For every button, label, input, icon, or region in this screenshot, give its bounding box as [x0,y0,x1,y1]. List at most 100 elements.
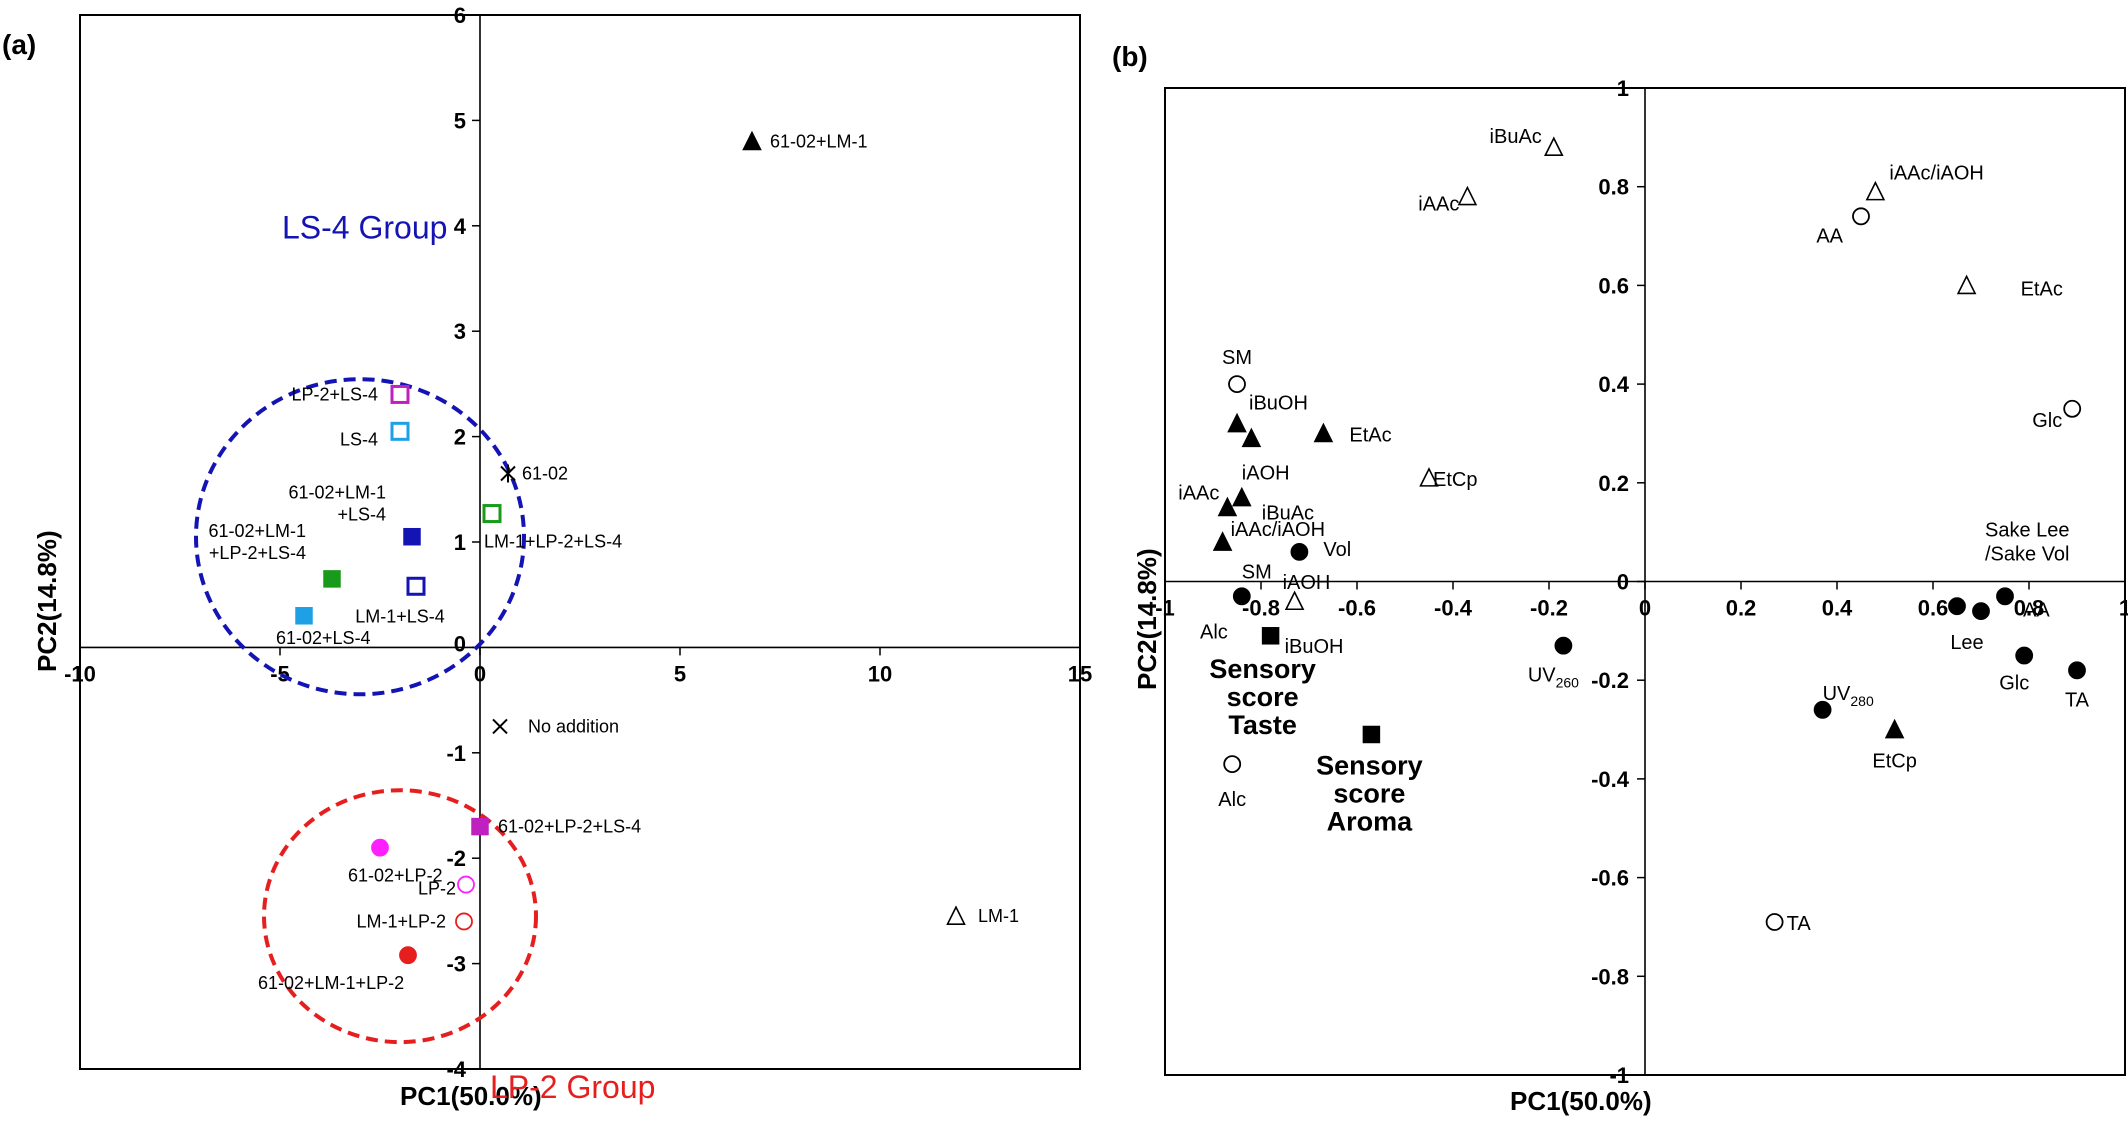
panel-b-ytick-label: 0.8 [1598,175,1629,200]
point-b-glc-label: Glc [1999,673,2029,695]
panel-b-ylabel: PC2(14.8%) [1132,548,1162,690]
point-b-point [1948,597,1966,616]
point-a-61-02-lm-1-marker [742,130,762,151]
point-b-ta-label: TA [2065,689,2090,711]
point-b-aa: AA [2023,599,2050,621]
panel-a-ytick-label: 5 [454,108,466,133]
panel-a-xtick-label: 5 [674,661,686,686]
panel-b-xtick-label: 1 [2119,596,2128,621]
panel-b-ytick-label: 1 [1617,76,1629,101]
point-b-iaac-iaoh-marker [1212,531,1233,551]
panel-a-marks: -10 -5 0 5 10 15 -4 -3 -2 -1 1 2 3 4 5 6 0 LS-4 Group LP-2… [64,3,1092,1105]
point-a-61-02-ls-4-marker [295,607,313,625]
point-a-no-addition-label: No addition [528,716,619,736]
point-b-etac-label: EtAc [1349,424,1391,446]
point-b-aa: AA [1816,207,1870,247]
point-a-lp-2-marker [457,875,475,894]
point-a-lm-1-lp-2-marker [455,912,473,931]
point-b-aa-label: AA [2023,599,2050,621]
point-a-lp-2: LP-2 [418,875,475,899]
panel-a-ylabel: PC2(14.8%) [32,530,62,672]
point-b-uv280-marker [1813,700,1832,719]
point-b-iaoh-marker [1232,486,1252,507]
point-b-vol: Vol [1290,539,1351,561]
panel-a-ytick-label: 3 [454,319,466,344]
point-b-vol-label: Vol [1323,539,1351,561]
point-b-uv260-label: UV260 [1528,665,1579,691]
panel-a-plot-frame [79,14,1081,1070]
point-a-61-02-lm-1-ls-4: 61-02+LM-1 +LS-4 [288,483,421,546]
point-b-ibuac-label: iBuAc [1490,126,1542,148]
panel-b-ytick-label: -0.2 [1591,668,1629,693]
panel-b-xtick-label: 0.6 [1918,596,1949,621]
panel-b-xtick-label: -0.4 [1434,596,1473,621]
point-b-glc: Glc [1999,646,2034,695]
group-lp-2-group-label: LP-2 Group [490,1069,655,1105]
point-b-lee-label: Lee [1950,632,1983,654]
panel-b-ytick-label: 0.2 [1598,471,1629,496]
point-b-alc-marker [1223,755,1242,773]
point-b-ibuac-label: iBuAc [1262,503,1314,525]
point-b-alc-label: Alc [1218,789,1246,811]
point-b-iaoh-label: iAOH [1283,572,1331,594]
point-a-61-02-lm-1-ls-4-label: 61-02+LM-1 +LS-4 [288,483,386,525]
point-a-61-02-lm-1-lp-2-ls-4-label: 61-02+LM-1 +LP-2+LS-4 [208,521,306,563]
point-b-iaac-label: iAAc [1178,482,1219,504]
point-b-uv260: UV260 [1528,636,1579,691]
panel-b-xtick-label: -1 [1155,596,1175,621]
point-b-ta: TA [2065,661,2090,711]
point-a-lm-1-ls-4: LM-1+LS-4 [355,576,445,626]
point-b-etcp-label: EtCp [1872,751,1916,773]
point-a-61-02-ls-4-label: 61-02+LS-4 [276,628,371,648]
point-b-sake-lee-sake-vol: Sake Lee/Sake Vol [1985,519,2070,606]
point-b-sake-lee-sake-vol-label: Sake Lee/Sake Vol [1985,519,2070,565]
panel-a-xtick-label: 0 [474,661,486,686]
point-b-iaac-marker [1217,496,1238,517]
point-a-61-02-lp-2-marker [371,838,389,857]
point-b-vol-marker [1290,542,1309,561]
point-b-etcp: EtCp [1872,718,1917,773]
panel-b-xtick-label: 0.2 [1726,596,1757,621]
panel-b: (b) PC1(50.0%) PC2(14.8%) -1 -0.8 -0.6 -0.4… [1112,41,2128,1116]
point-b-ta-marker [2068,661,2086,680]
point-b-ibuoh-label: iBuOH [1249,393,1308,415]
point-a-61-02-lm-1-lp-2-ls-4: 61-02+LM-1 +LP-2+LS-4 [208,521,341,588]
point-b-alc-label: Alc [1200,621,1228,643]
panel-a-xtick-label: -10 [64,661,96,686]
point-b-etac-marker [1956,274,1977,295]
point-a-61-02-lp-2-ls-4-marker [471,817,489,836]
point-b-etcp-label: EtCp [1433,469,1477,491]
point-a-61-02-ls-4: 61-02+LS-4 [276,607,371,648]
point-b-etac: EtAc [1956,274,2063,300]
point-a-61-02: 61-02 [500,463,568,483]
point-a-61-02-lm-1-ls-4-marker [403,527,421,546]
point-b-sm-marker [1232,587,1251,606]
point-b-point-marker [1241,427,1262,448]
panel-a-xlabel: PC1(50.0%) [400,1081,542,1111]
point-b-ibuac-marker [1544,136,1564,157]
point-b-iaoh-marker [1284,590,1305,611]
point-a-lm-1-lp-2-ls-4-marker [482,504,502,524]
point-b-glc: Glc [2032,399,2082,432]
point-b-iaac-label: iAAc [1418,194,1459,216]
panel-b-ytick-label: 0.4 [1598,372,1629,397]
point-b-sm-label: SM [1222,347,1252,369]
group-ls-4-group-label: LS-4 Group [282,210,447,246]
point-b-aa-marker [1852,207,1870,226]
point-b-point-marker [1948,597,1966,616]
panel-a-ytick-label: -3 [446,952,466,977]
panel-b-label: (b) [1112,41,1148,72]
point-b-iaac: iAAc [1418,185,1478,216]
point-b-sm-marker [1228,375,1246,394]
point-b-ibuoh-label: iBuOH [1285,636,1344,658]
point-b-lee-marker [1972,602,1990,621]
point-a-ls-4-marker [390,421,410,441]
point-b-sensory-score-taste-marker [1261,627,1280,645]
point-a-61-02-lp-2-label: 61-02+LP-2 [348,866,443,886]
point-b-iaac-iaoh-label: iAAc/iAOH [1231,519,1325,541]
point-b-etac: EtAc [1313,422,1392,446]
point-a-lp-2-ls-4-label: LP-2+LS-4 [291,384,378,404]
point-b-iaoh: iAOH [1283,572,1331,611]
panel-b-xtick-label: 0.8 [2014,596,2045,621]
panel-a-xtick-label: 15 [1068,661,1092,686]
